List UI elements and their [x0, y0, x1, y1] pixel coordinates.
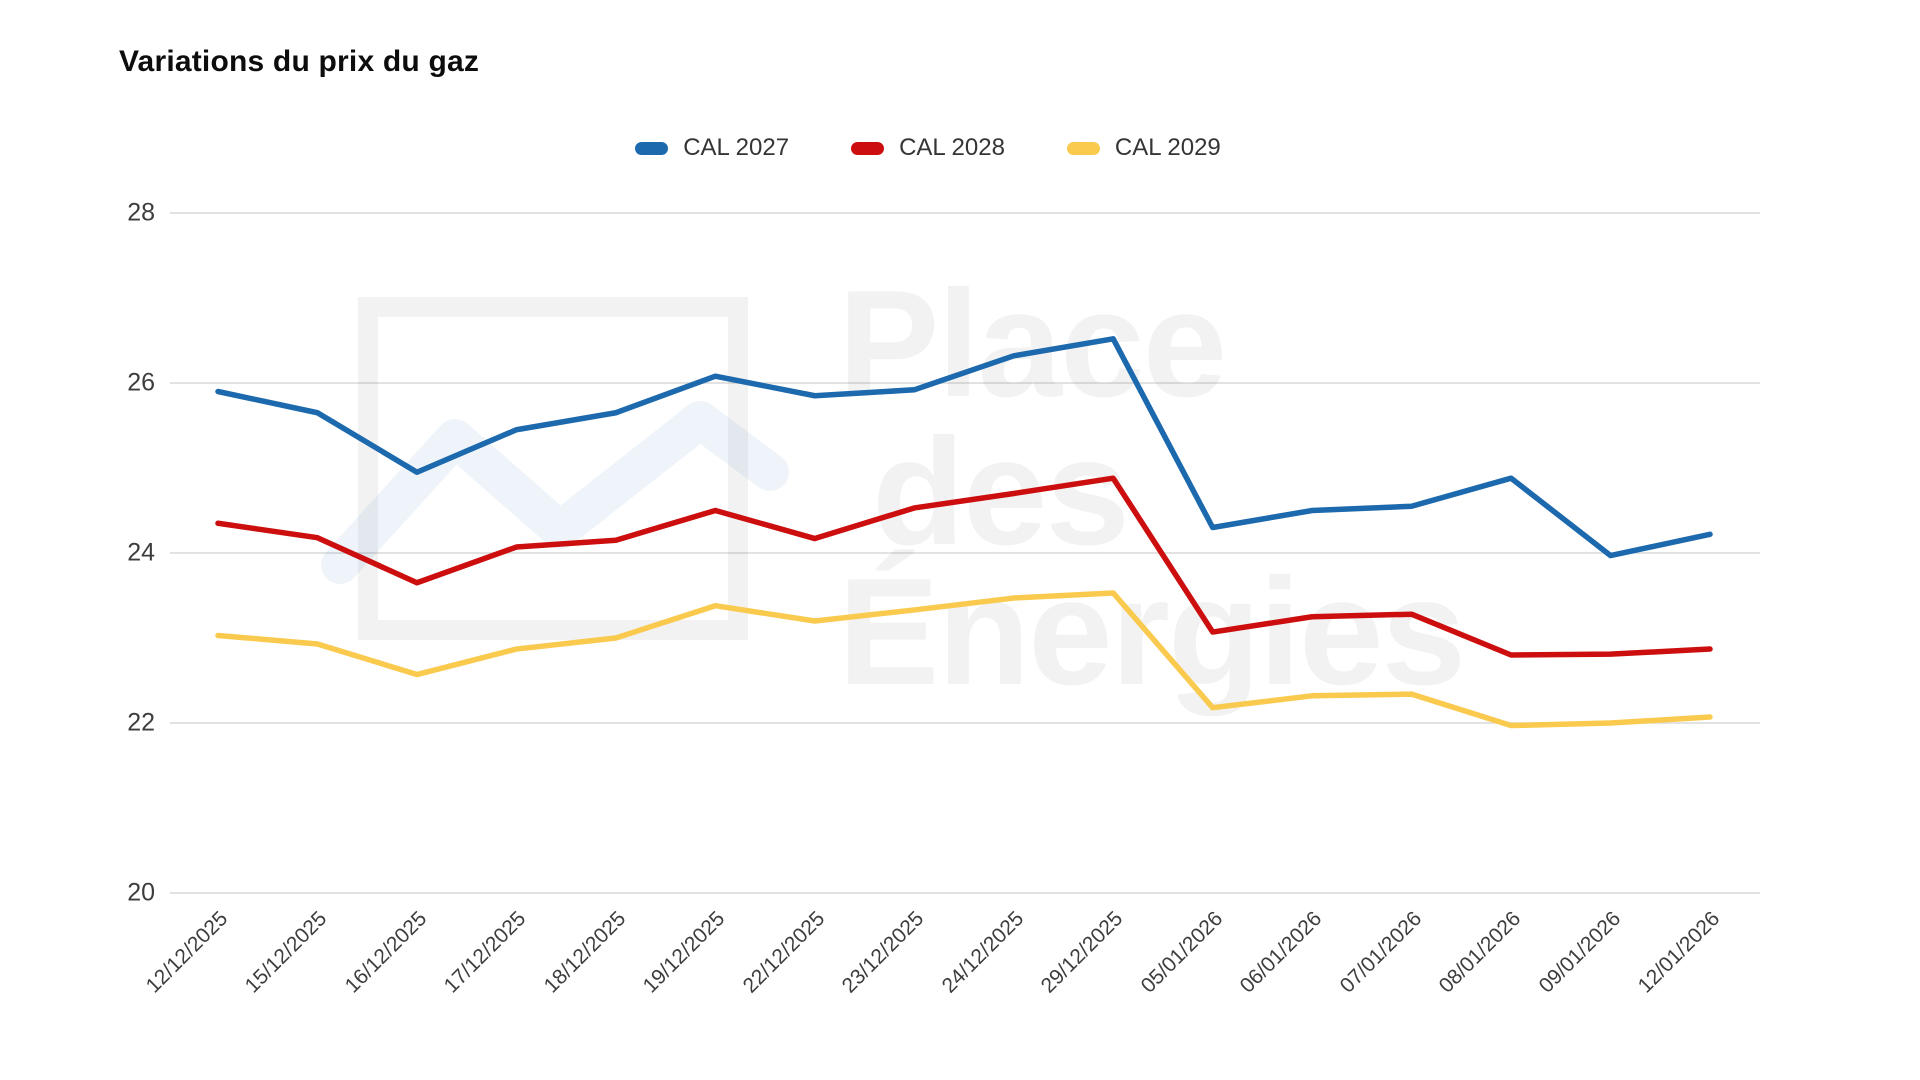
y-axis-tick-label: 28 — [127, 198, 155, 227]
legend-swatch-icon — [1066, 141, 1100, 155]
legend-label: CAL 2027 — [683, 134, 790, 161]
watermark-logo-zigzag-icon — [321, 401, 789, 584]
legend-swatch-icon — [635, 141, 669, 155]
y-axis-tick-label: 26 — [127, 368, 155, 397]
watermark-text-line3: Énergies — [838, 547, 1466, 717]
chart-title: Variations du prix du gaz — [119, 45, 480, 78]
legend-label: CAL 2028 — [899, 134, 1005, 161]
y-axis-tick-label: 24 — [127, 538, 155, 567]
legend-label: CAL 2029 — [1114, 134, 1221, 161]
watermark-text-line2: des — [872, 407, 1130, 577]
legend-item-cal-2029: CAL 2029 — [1066, 134, 1221, 162]
legend-item-cal-2027: CAL 2027 — [635, 134, 789, 162]
series-line-cal-2028 — [215, 475, 1713, 658]
watermark-text-line1: Place — [838, 259, 1227, 429]
y-axis-tick-label: 20 — [127, 878, 155, 907]
legend-swatch-icon — [851, 141, 885, 155]
series-line-cal-2027 — [215, 336, 1713, 559]
chart-legend: CAL 2027 CAL 2028 CAL 2029 — [0, 134, 1888, 162]
legend-item-cal-2028: CAL 2028 — [851, 134, 1005, 162]
watermark-logo-frame-icon — [358, 297, 748, 640]
y-axis-tick-label: 22 — [127, 708, 155, 737]
series-line-cal-2029 — [215, 590, 1713, 729]
